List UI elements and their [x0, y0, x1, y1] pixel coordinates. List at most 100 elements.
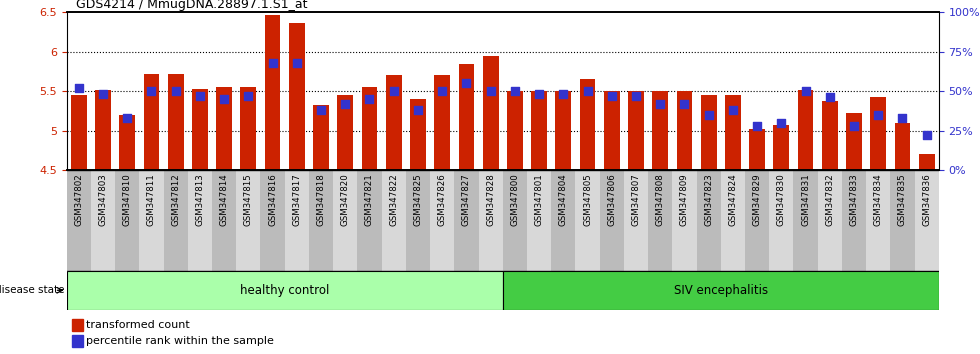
Bar	[333, 170, 358, 271]
Point	[725, 107, 741, 113]
Bar	[459, 64, 474, 170]
Bar	[745, 170, 769, 271]
Bar	[891, 170, 914, 271]
Text: GSM347820: GSM347820	[341, 173, 350, 226]
Bar	[866, 170, 891, 271]
Point	[362, 96, 377, 102]
Text: GSM347809: GSM347809	[680, 173, 689, 225]
Bar	[71, 95, 86, 170]
Text: GSM347825: GSM347825	[414, 173, 422, 226]
Point	[192, 93, 208, 99]
Text: GSM347801: GSM347801	[534, 173, 544, 226]
Text: GSM347812: GSM347812	[172, 173, 180, 226]
Bar	[870, 97, 886, 170]
Text: GSM347822: GSM347822	[389, 173, 398, 226]
Text: GSM347818: GSM347818	[317, 173, 325, 226]
Text: GSM347815: GSM347815	[244, 173, 253, 226]
Bar	[624, 170, 648, 271]
Point	[144, 88, 160, 94]
Point	[386, 88, 402, 94]
Bar	[143, 74, 160, 170]
Point	[773, 120, 789, 125]
Point	[919, 132, 935, 138]
Bar	[261, 170, 284, 271]
Bar	[575, 170, 600, 271]
Text: GSM347830: GSM347830	[777, 173, 786, 226]
Bar	[120, 115, 135, 170]
Bar	[265, 15, 280, 170]
Bar	[362, 87, 377, 170]
Bar	[721, 170, 745, 271]
Text: GSM347834: GSM347834	[874, 173, 883, 226]
Text: GSM347814: GSM347814	[220, 173, 228, 226]
Text: GSM347826: GSM347826	[438, 173, 447, 226]
Text: percentile rank within the sample: percentile rank within the sample	[86, 336, 274, 346]
Bar	[579, 79, 596, 170]
Bar	[434, 75, 450, 170]
Text: GSM347805: GSM347805	[583, 173, 592, 226]
Point	[531, 91, 547, 97]
Bar	[817, 170, 842, 271]
Bar	[455, 170, 478, 271]
Point	[71, 85, 86, 91]
Point	[895, 115, 910, 121]
Text: GSM347811: GSM347811	[147, 173, 156, 226]
Point	[822, 95, 838, 100]
Bar	[337, 95, 353, 170]
Bar	[600, 170, 624, 271]
Bar	[750, 129, 765, 170]
Point	[314, 107, 329, 113]
Bar	[653, 91, 668, 170]
Point	[265, 60, 280, 65]
Point	[798, 88, 813, 94]
Bar	[240, 87, 256, 170]
Bar	[115, 170, 139, 271]
Bar	[284, 170, 309, 271]
Bar	[919, 154, 935, 170]
Bar	[67, 271, 503, 310]
Point	[870, 112, 886, 118]
Point	[434, 88, 450, 94]
Text: SIV encephalitis: SIV encephalitis	[673, 284, 768, 297]
Text: GSM347827: GSM347827	[462, 173, 471, 226]
Bar	[91, 170, 115, 271]
Bar	[794, 170, 817, 271]
Text: GSM347833: GSM347833	[850, 173, 858, 226]
Text: GSM347832: GSM347832	[825, 173, 834, 226]
Point	[653, 101, 668, 107]
Bar	[697, 170, 720, 271]
Bar	[914, 170, 939, 271]
Text: GSM347829: GSM347829	[753, 173, 761, 225]
Point	[240, 93, 256, 99]
Bar	[503, 271, 939, 310]
Point	[628, 93, 644, 99]
Text: GSM347836: GSM347836	[922, 173, 931, 226]
Point	[701, 112, 716, 118]
Text: GSM347813: GSM347813	[195, 173, 205, 226]
Bar	[798, 90, 813, 170]
Bar	[212, 170, 236, 271]
Point	[580, 88, 596, 94]
Point	[556, 91, 571, 97]
Bar	[164, 170, 188, 271]
Point	[846, 123, 861, 129]
Bar	[67, 170, 91, 271]
Point	[410, 107, 425, 113]
Bar	[846, 113, 862, 170]
Bar	[289, 23, 305, 170]
Bar	[531, 91, 547, 170]
Bar	[556, 91, 571, 170]
Bar	[168, 74, 183, 170]
Bar	[430, 170, 455, 271]
Bar	[483, 56, 499, 170]
Bar	[386, 75, 402, 170]
Text: GSM347831: GSM347831	[801, 173, 810, 226]
Point	[120, 115, 135, 121]
Bar	[628, 91, 644, 170]
Point	[483, 88, 499, 94]
Text: GSM347802: GSM347802	[74, 173, 83, 226]
Text: GSM347835: GSM347835	[898, 173, 907, 226]
Bar	[139, 170, 164, 271]
Text: GSM347810: GSM347810	[122, 173, 131, 226]
Bar	[725, 95, 741, 170]
